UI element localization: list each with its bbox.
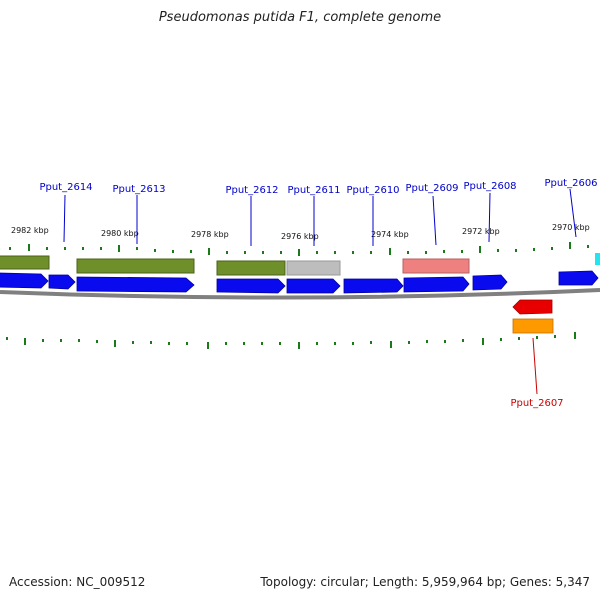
map-title: Pseudomonas putida F1, complete genome bbox=[158, 10, 442, 25]
gene-label-pput-2607[interactable]: Pput_2607 bbox=[510, 398, 563, 409]
gene-label-pput-2610[interactable]: Pput_2610 bbox=[346, 185, 399, 196]
gene-label-pput-2609[interactable]: Pput_2609 bbox=[405, 183, 458, 194]
genome-backbone bbox=[0, 288, 600, 300]
scale-ticks-lower bbox=[6, 332, 576, 349]
gene-label-pput-2606[interactable]: Pput_2606 bbox=[544, 178, 597, 189]
forward-gene-arrow[interactable] bbox=[76, 276, 195, 293]
feature-pink[interactable] bbox=[402, 258, 470, 274]
feature-cyan[interactable] bbox=[595, 253, 600, 265]
gene-label-pput-2613[interactable]: Pput_2613 bbox=[112, 184, 165, 195]
scale-label: 2980 kbp bbox=[101, 229, 139, 238]
scale-label: 2972 kbp bbox=[462, 227, 500, 236]
scale-label: 2976 kbp bbox=[281, 232, 319, 241]
forward-gene-track bbox=[0, 270, 599, 294]
label-leader-line bbox=[63, 194, 66, 243]
label-leader-line bbox=[488, 192, 491, 243]
reverse-feature-orange[interactable] bbox=[512, 318, 554, 334]
gene-label-pput-2614[interactable]: Pput_2614 bbox=[39, 182, 92, 193]
feature-track bbox=[0, 253, 600, 276]
forward-gene-arrow[interactable] bbox=[343, 278, 404, 294]
label-leader-line bbox=[432, 195, 437, 246]
gene-label-pput-2612[interactable]: Pput_2612 bbox=[225, 185, 278, 196]
forward-gene-arrow[interactable] bbox=[558, 270, 599, 286]
feature-olive[interactable] bbox=[0, 255, 50, 270]
gene-label-pput-2611[interactable]: Pput_2611 bbox=[287, 185, 340, 196]
forward-gene-arrow[interactable] bbox=[216, 278, 286, 294]
forward-gene-arrow[interactable] bbox=[403, 276, 470, 293]
reverse-gene-track bbox=[512, 299, 554, 334]
forward-gene-arrow[interactable] bbox=[0, 272, 49, 289]
scale-label: 2978 kbp bbox=[191, 230, 229, 239]
label-leader-line bbox=[532, 337, 538, 395]
reverse-gene-arrow[interactable] bbox=[512, 299, 553, 315]
accession-text: Accession: NC_009512 bbox=[9, 575, 146, 589]
scale-label: 2974 kbp bbox=[371, 230, 409, 239]
scale-ticks-upper bbox=[9, 242, 589, 256]
gene-label-pput-2608[interactable]: Pput_2608 bbox=[463, 181, 516, 192]
genome-summary-text: Topology: circular; Length: 5,959,964 bp… bbox=[260, 575, 590, 589]
feature-olive[interactable] bbox=[216, 260, 286, 276]
forward-gene-arrow[interactable] bbox=[472, 274, 508, 291]
forward-gene-arrow[interactable] bbox=[48, 274, 76, 290]
scale-label: 2982 kbp bbox=[11, 226, 49, 235]
forward-gene-arrow[interactable] bbox=[286, 278, 341, 294]
label-leader-line bbox=[569, 188, 577, 238]
scale-label: 2970 kbp bbox=[552, 223, 590, 232]
feature-olive[interactable] bbox=[76, 258, 195, 274]
feature-gray[interactable] bbox=[286, 260, 341, 276]
